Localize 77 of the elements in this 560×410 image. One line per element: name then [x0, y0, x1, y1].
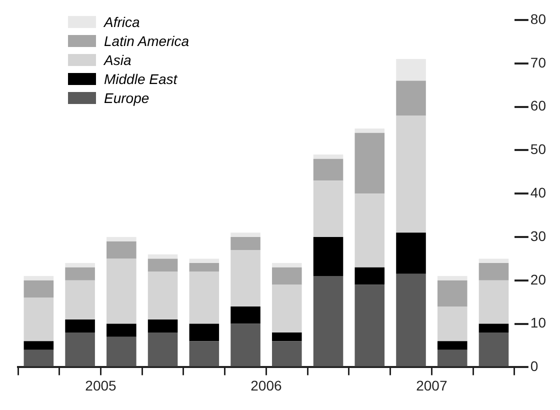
- y-tick-label: 50: [530, 141, 546, 158]
- y-tick-label: 40: [530, 184, 546, 200]
- bar: [313, 276, 344, 366]
- bar: [354, 128, 385, 133]
- bar: [396, 232, 426, 274]
- legend-label: Latin America: [104, 32, 190, 48]
- bar: [148, 332, 178, 366]
- bar: [396, 274, 426, 366]
- legend-label: Asia: [104, 52, 132, 68]
- bar: [396, 59, 426, 81]
- y-tick-label: 0: [530, 358, 538, 374]
- bar: [354, 267, 385, 285]
- bar: [24, 298, 54, 342]
- bar: [65, 267, 95, 280]
- bar: [65, 263, 95, 268]
- bar: [106, 237, 136, 242]
- legend-label: Africa: [104, 14, 140, 30]
- bar: [106, 324, 136, 337]
- bar: [189, 272, 220, 324]
- bar: [65, 280, 95, 320]
- bar: [189, 263, 220, 272]
- bar: [396, 80, 426, 116]
- y-tick-label: 80: [530, 10, 546, 27]
- x-tick-label: 2006: [250, 377, 282, 394]
- bar: [230, 324, 260, 366]
- bar: [437, 280, 468, 306]
- bar: [437, 341, 468, 350]
- y-tick-label: 70: [530, 54, 546, 70]
- bar: [478, 324, 509, 332]
- bar: [272, 341, 302, 366]
- bar: [437, 276, 468, 280]
- bar: [189, 324, 220, 342]
- bar: [478, 263, 509, 280]
- x-tick-label: 2005: [85, 377, 117, 394]
- bar: [230, 237, 260, 250]
- bar: [106, 336, 136, 366]
- bar: [189, 258, 220, 264]
- x-tick-label: 2007: [416, 377, 448, 394]
- bar: [396, 115, 426, 233]
- y-tick-label: 20: [530, 271, 546, 288]
- bar: [437, 306, 468, 342]
- bar: [478, 258, 509, 264]
- bar: [272, 263, 302, 268]
- y-tick-label: 10: [530, 314, 546, 331]
- bar: [24, 350, 54, 366]
- bar: [189, 341, 220, 366]
- bar: [106, 241, 136, 259]
- legend-label: Europe: [104, 90, 150, 106]
- bar: [478, 280, 509, 324]
- bar: [148, 254, 178, 259]
- bar: [24, 276, 54, 280]
- bar: [354, 284, 385, 366]
- bar: [24, 341, 54, 350]
- bar: [313, 237, 344, 276]
- y-tick-label: 60: [530, 98, 546, 114]
- bar: [106, 258, 136, 324]
- bar: [65, 319, 95, 332]
- bar: [230, 232, 260, 237]
- bar: [230, 306, 260, 324]
- bar: [313, 158, 344, 181]
- y-tick-label: 30: [530, 228, 546, 244]
- bar: [354, 194, 385, 268]
- bar: [354, 132, 385, 194]
- bar: [65, 332, 95, 366]
- bar: [148, 258, 178, 272]
- bar: [230, 250, 260, 306]
- bar: [272, 332, 302, 342]
- legend-label: Middle East: [104, 70, 178, 86]
- bar: [437, 350, 468, 366]
- bar: [478, 332, 509, 366]
- bar: [272, 267, 302, 285]
- bar: [24, 280, 54, 298]
- bar: [272, 284, 302, 332]
- bar: [148, 272, 178, 320]
- bar: [313, 154, 344, 159]
- bar: [148, 319, 178, 332]
- bar: [313, 180, 344, 237]
